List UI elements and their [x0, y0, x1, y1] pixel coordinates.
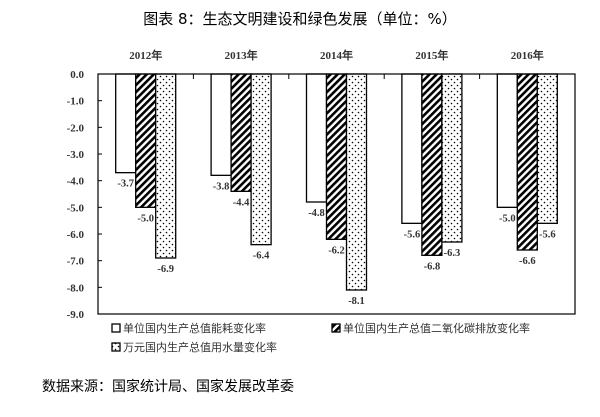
data-label: -4.8	[308, 208, 325, 219]
data-label: -6.8	[424, 261, 441, 272]
data-label: -3.7	[117, 179, 134, 190]
legend-swatch	[111, 323, 121, 333]
data-label: -5.6	[404, 229, 421, 240]
data-label: -5.6	[539, 229, 556, 240]
y-tick-label: -7.0	[67, 256, 85, 268]
data-label: -5.0	[499, 213, 516, 224]
bar	[325, 73, 348, 240]
category-label: 2012年	[129, 48, 162, 62]
data-label: -6.3	[444, 248, 461, 259]
y-tick-label: -1.0	[67, 96, 85, 108]
legend-label: 单位国内生产总值二氧化碳排放变化率	[343, 321, 530, 335]
bar	[401, 73, 423, 224]
category-label: 2013年	[225, 48, 258, 62]
bar	[210, 73, 232, 176]
category-label: 2014年	[320, 48, 353, 62]
bar	[496, 73, 518, 208]
category-label: 2016年	[511, 48, 544, 62]
data-label: -6.9	[157, 264, 174, 275]
bar	[230, 73, 252, 192]
legend-swatch	[331, 323, 341, 333]
y-tick-label: -8.0	[67, 282, 85, 294]
y-tick-label: -4.0	[67, 176, 85, 188]
bar	[536, 73, 558, 224]
y-tick-label: -3.0	[67, 149, 85, 161]
data-label: -3.8	[213, 181, 230, 192]
data-source: 数据来源：国家统计局、国家发展改革委	[42, 379, 294, 395]
data-label: -6.2	[328, 245, 345, 256]
chart-title: 图表 8：生态文明建设和绿色发展（单位：%）	[143, 10, 457, 28]
data-label: -8.1	[348, 296, 365, 307]
category-label: 2015年	[415, 48, 448, 62]
legend-swatch	[111, 342, 121, 352]
y-tick-label: -2.0	[67, 122, 85, 134]
y-tick-label: -5.0	[67, 202, 85, 214]
data-label: -6.6	[519, 256, 536, 267]
legend-label: 万元国内生产总值用水量变化率	[123, 340, 277, 354]
bar	[115, 73, 137, 174]
legend-label: 单位国内生产总值能耗变化率	[123, 321, 266, 335]
bar	[421, 73, 443, 256]
bar	[155, 73, 177, 259]
data-label: -6.4	[253, 251, 270, 262]
bar	[441, 73, 463, 243]
y-tick-label: -6.0	[67, 229, 85, 241]
plot-frame	[97, 73, 576, 315]
data-label: -4.4	[233, 197, 250, 208]
data-label: -5.0	[137, 213, 154, 224]
bar	[135, 73, 157, 208]
bar	[516, 73, 538, 251]
y-tick-label: -9.0	[67, 309, 85, 321]
y-tick-label: 0.0	[70, 69, 84, 81]
bar	[345, 73, 368, 291]
bar	[250, 73, 272, 246]
bar	[305, 73, 328, 203]
